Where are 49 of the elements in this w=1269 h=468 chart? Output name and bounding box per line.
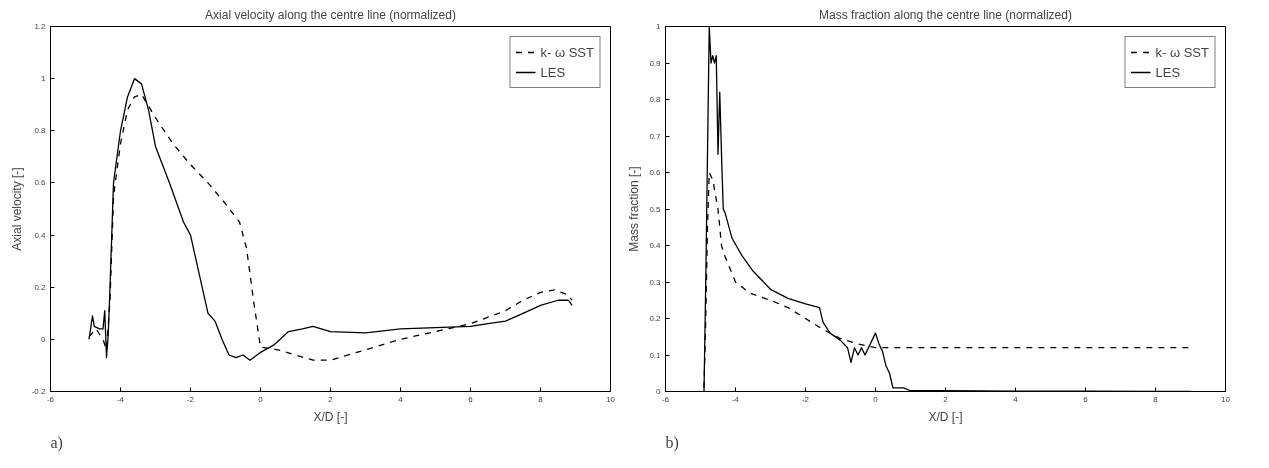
- x-tick-label: -6: [46, 394, 55, 404]
- x-tick-label: -4: [731, 394, 740, 404]
- y-tick-label: 0.8: [649, 95, 662, 104]
- x-tick-label: 2: [943, 394, 949, 404]
- x-tick-label: -6: [661, 394, 670, 404]
- x-tick-label: 8: [1153, 394, 1159, 404]
- x-tick-label: 10: [1221, 394, 1231, 404]
- y-tick-label: -0.2: [31, 387, 47, 396]
- legend-label: k- ω SST: [1155, 44, 1209, 60]
- y-tick-label: 0.3: [649, 277, 662, 287]
- y-tick-label: 0.9: [649, 58, 662, 68]
- x-tick-label: 6: [468, 394, 474, 404]
- y-tick-label: 0: [656, 387, 662, 396]
- x-tick-label: 8: [538, 394, 544, 404]
- legend-label: k- ω SST: [540, 44, 594, 60]
- x-tick-label: -4: [116, 394, 125, 404]
- x-tick-label: 6: [1083, 394, 1089, 404]
- y-tick-label: 0.8: [34, 126, 47, 136]
- legend-label: LES: [540, 64, 566, 80]
- x-tick-label: 10: [606, 394, 616, 404]
- y-tick-label: 0.1: [649, 350, 662, 360]
- text: b): [665, 433, 679, 452]
- chart-title: Axial velocity along the centre line (normalized): [205, 7, 456, 22]
- y-axis-title: Axial velocity [-]: [9, 167, 24, 251]
- y-axis-title: Mass fraction [-]: [627, 166, 642, 252]
- y-tick-label: 0.4: [649, 241, 662, 250]
- chart-title: Mass fraction along the centre line (normalized): [819, 7, 1072, 22]
- y-tick-label: 0.2: [34, 282, 47, 292]
- y-tick-label: 1.2: [34, 22, 47, 31]
- x-tick-label: -2: [801, 394, 810, 404]
- x-tick-label: 0: [258, 394, 264, 404]
- x-tick-label: 2: [328, 394, 334, 404]
- legend-label: LES: [1155, 64, 1181, 80]
- text: a): [50, 433, 63, 452]
- x-tick-label: 4: [1013, 394, 1019, 404]
- y-tick-label: 1: [656, 22, 662, 31]
- y-tick-label: 1: [41, 74, 47, 84]
- x-tick-label: 4: [398, 394, 404, 404]
- y-tick-label: 0: [41, 334, 47, 344]
- y-tick-label: 0.7: [649, 131, 662, 141]
- x-tick-label: 0: [873, 394, 879, 404]
- y-tick-label: 0.2: [649, 314, 662, 323]
- x-tick-label: -2: [186, 394, 195, 404]
- y-tick-label: 0.4: [34, 230, 47, 240]
- x-axis-title: X/D [-]: [313, 409, 348, 424]
- y-tick-label: 0.5: [649, 204, 662, 214]
- y-tick-label: 0.6: [34, 178, 47, 188]
- y-tick-label: 0.6: [649, 168, 662, 177]
- x-axis-title: X/D [-]: [928, 409, 963, 424]
